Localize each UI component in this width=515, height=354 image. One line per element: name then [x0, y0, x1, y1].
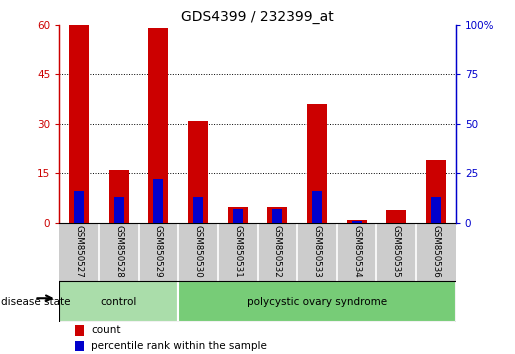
Title: GDS4399 / 232399_at: GDS4399 / 232399_at	[181, 10, 334, 24]
Bar	[347, 220, 367, 223]
Text: disease state: disease state	[1, 297, 71, 307]
Text: GSM850529: GSM850529	[154, 225, 163, 278]
Bar	[272, 209, 282, 223]
Bar	[114, 197, 124, 223]
Bar	[352, 221, 362, 223]
Bar	[109, 170, 129, 223]
Text: GSM850534: GSM850534	[352, 225, 361, 278]
Text: GSM850528: GSM850528	[114, 225, 123, 278]
Bar	[69, 25, 89, 223]
Text: GSM850535: GSM850535	[392, 225, 401, 278]
Bar	[307, 104, 327, 223]
Text: polycystic ovary syndrome: polycystic ovary syndrome	[247, 297, 387, 307]
Bar	[267, 206, 287, 223]
Bar	[426, 160, 446, 223]
Text: GSM850527: GSM850527	[75, 225, 83, 278]
Text: GSM850531: GSM850531	[233, 225, 242, 278]
Bar	[59, 281, 178, 322]
Bar	[188, 121, 208, 223]
Bar	[153, 179, 163, 223]
Bar	[193, 197, 203, 223]
Bar	[74, 191, 84, 223]
Bar	[148, 28, 168, 223]
Bar	[178, 281, 456, 322]
Bar	[75, 341, 84, 351]
Text: control: control	[100, 297, 137, 307]
Bar	[228, 206, 248, 223]
Bar	[431, 197, 441, 223]
Bar	[233, 209, 243, 223]
Text: GSM850533: GSM850533	[313, 225, 321, 278]
Bar	[312, 191, 322, 223]
Text: GSM850532: GSM850532	[273, 225, 282, 278]
Text: GSM850536: GSM850536	[432, 225, 440, 278]
Text: GSM850530: GSM850530	[194, 225, 202, 278]
Text: percentile rank within the sample: percentile rank within the sample	[91, 341, 267, 351]
Text: count: count	[91, 325, 121, 336]
Bar	[386, 210, 406, 223]
Bar	[75, 325, 84, 336]
